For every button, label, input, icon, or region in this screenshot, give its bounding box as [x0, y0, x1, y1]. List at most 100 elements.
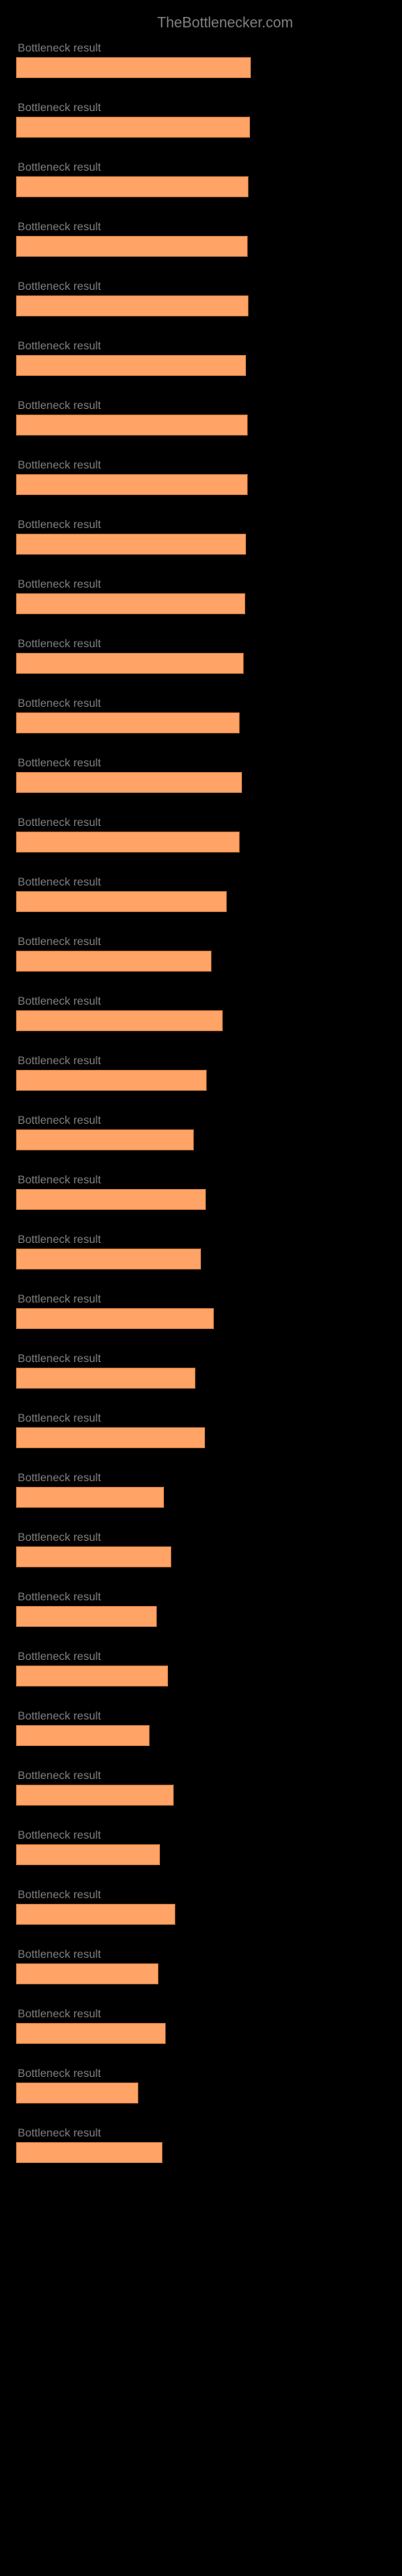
- bar-label: Bottleneck result: [16, 518, 386, 530]
- bar-label: Bottleneck result: [16, 1649, 386, 1662]
- bar-group: Bottleneck result53.5: [16, 1292, 386, 1329]
- bar-track: 55.8%: [16, 1010, 386, 1031]
- bar-group: Bottleneck result 62.6%: [16, 398, 386, 436]
- site-title: TheBottlenecker.com: [48, 8, 402, 41]
- bar-label: Bottleneck result: [16, 1769, 386, 1781]
- bar-value: 53.5: [220, 1312, 244, 1326]
- bar-fill: [16, 1308, 214, 1329]
- bar-track: [16, 1725, 386, 1746]
- bar-label: Bottleneck result: [16, 2066, 386, 2079]
- bar-track: 57%: [16, 891, 386, 912]
- bar-fill: [16, 832, 240, 852]
- bar-value: 50: [207, 1253, 221, 1266]
- bar-label: Bottleneck result: [16, 1113, 386, 1126]
- bar-fill: [16, 295, 248, 316]
- bar-value: 62.9%: [255, 180, 289, 194]
- bar-group: Bottleneck result: [16, 1828, 386, 1865]
- bar-track: [16, 1904, 386, 1925]
- bar-value: 62.6%: [254, 240, 289, 254]
- bar-track: [16, 1844, 386, 1865]
- bar-track: 53.5: [16, 1308, 386, 1329]
- bar-value: 61.5%: [250, 657, 285, 671]
- bar-label: Bottleneck result: [16, 1232, 386, 1245]
- bar-fill: [16, 951, 211, 972]
- bar-fill: [16, 2142, 162, 2163]
- bar-group: Bottleneck result51.: [16, 1054, 386, 1091]
- bar-value: 51.: [213, 1074, 230, 1088]
- bar-track: 63.5%: [16, 57, 386, 78]
- bar-label: Bottleneck result: [16, 1173, 386, 1186]
- bar-track: 62.6%: [16, 415, 386, 436]
- bar-group: Bottleneck result: [16, 1709, 386, 1746]
- bar-fill: [16, 1666, 168, 1686]
- bar-fill: [16, 1725, 150, 1746]
- bar-fill: [16, 1427, 205, 1448]
- bar-value: 57%: [233, 895, 257, 909]
- bar-track: 62%: [16, 593, 386, 614]
- bar-group: Bottleneck result: [16, 1947, 386, 1984]
- bar-group: Bottleneck result63.3%: [16, 101, 386, 138]
- bar-value: 62.6%: [254, 478, 289, 492]
- bar-fill: [16, 1070, 207, 1091]
- bar-label: Bottleneck result: [16, 398, 386, 411]
- bar-fill: [16, 1010, 223, 1031]
- bar-fill: [16, 1368, 195, 1389]
- bar-fill: [16, 772, 242, 793]
- bar-value: 63.5%: [257, 61, 292, 75]
- bar-label: Bottleneck result: [16, 756, 386, 769]
- bar-label: Bottleneck result: [16, 2007, 386, 2020]
- bar-fill: [16, 712, 240, 733]
- bar-group: Bottleneck result 51: [16, 1411, 386, 1448]
- bar-fill: [16, 355, 246, 376]
- bar-track: [16, 2083, 386, 2103]
- bar-group: Bottleneck result62%: [16, 577, 386, 614]
- bar-label: Bottleneck result: [16, 935, 386, 947]
- bar-value: 51: [211, 1431, 225, 1445]
- bar-group: Bottleneck result 50: [16, 1232, 386, 1269]
- bar-label: Bottleneck result: [16, 1709, 386, 1722]
- bar-fill: [16, 1487, 164, 1508]
- bar-value: 55.8%: [229, 1014, 264, 1028]
- bar-fill: [16, 415, 248, 436]
- bar-group: Bottleneck result: [16, 1471, 386, 1508]
- bar-track: 51: [16, 1427, 386, 1448]
- bar-value: 62%: [252, 597, 276, 611]
- bar-label: Bottleneck result: [16, 637, 386, 650]
- bar-value: 62.2%: [252, 359, 287, 373]
- bar-group: Bottleneck result: [16, 2066, 386, 2103]
- bar-fill: [16, 57, 251, 78]
- bar-label: Bottleneck result: [16, 1828, 386, 1841]
- bar-value: 60.4%: [246, 836, 281, 849]
- bar-label: Bottleneck result: [16, 339, 386, 352]
- bar-fill: [16, 1129, 194, 1150]
- bar-label: Bottleneck result: [16, 696, 386, 709]
- bar-track: 51.: [16, 1070, 386, 1091]
- bar-group: Bottleneck result 51.: [16, 1173, 386, 1210]
- bar-group: Bottleneck result: [16, 1590, 386, 1627]
- bar-fill: [16, 1249, 201, 1269]
- bar-label: Bottleneck result: [16, 220, 386, 233]
- bar-group: Bottleneck result: [16, 2007, 386, 2044]
- bar-track: 62.9%: [16, 176, 386, 197]
- bar-track: [16, 1666, 386, 1686]
- bar-label: Bottleneck result: [16, 279, 386, 292]
- bar-track: [16, 2023, 386, 2044]
- bar-fill: [16, 117, 250, 138]
- bar-track: 51.: [16, 1189, 386, 1210]
- bar-track: [16, 1487, 386, 1508]
- bar-track: 50: [16, 1249, 386, 1269]
- bar-label: Bottleneck result: [16, 1411, 386, 1424]
- bar-label: Bottleneck result: [16, 160, 386, 173]
- bar-track: 62.8%: [16, 295, 386, 316]
- bar-track: 62.6%: [16, 474, 386, 495]
- bar-group: Bottleneck result61%: [16, 756, 386, 793]
- bar-label: Bottleneck result: [16, 1590, 386, 1603]
- bar-fill: [16, 534, 246, 555]
- bar-track: 62.6%: [16, 236, 386, 257]
- bar-group: Bottleneck result: [16, 1769, 386, 1806]
- bar-track: 4: [16, 1368, 386, 1389]
- bar-group: Bottleneck result60.5%: [16, 696, 386, 733]
- bar-label: Bottleneck result: [16, 994, 386, 1007]
- bar-fill: [16, 1189, 206, 1210]
- bar-track: 48: [16, 1129, 386, 1150]
